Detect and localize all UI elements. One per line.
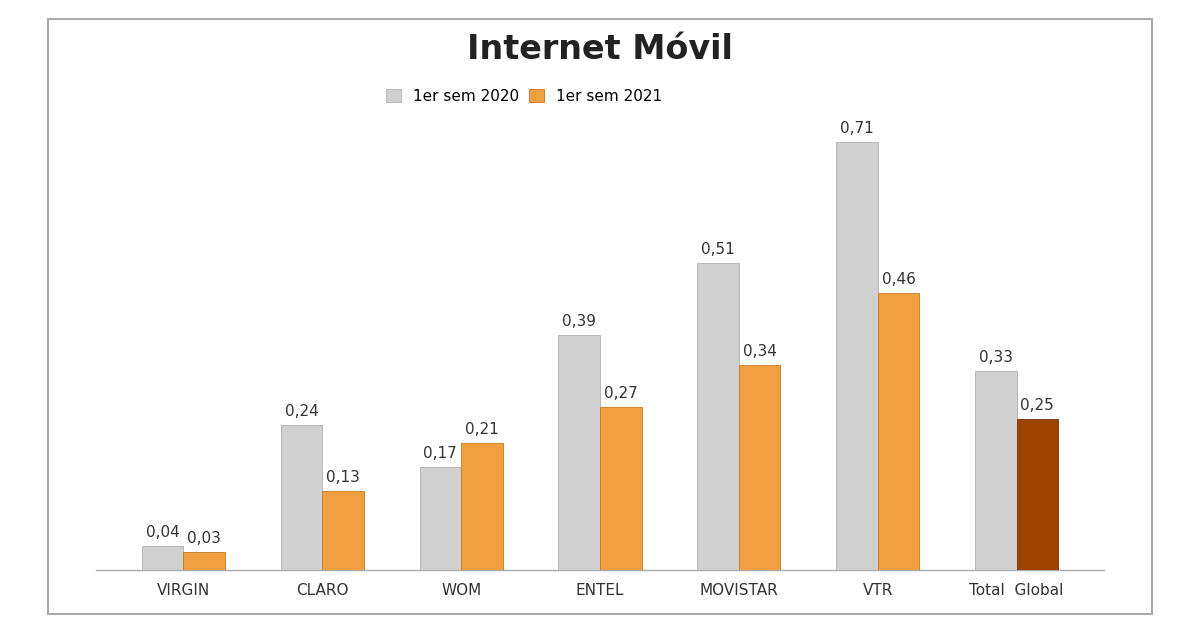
Text: 0,21: 0,21 (466, 422, 499, 437)
Text: 0,17: 0,17 (424, 446, 457, 461)
Bar (1016, 419, 1058, 570)
Bar (281, 425, 323, 570)
Text: 0,04: 0,04 (145, 525, 180, 539)
Text: 0,46: 0,46 (882, 272, 916, 287)
Bar (600, 407, 642, 570)
Bar (461, 443, 503, 570)
Bar (558, 335, 600, 570)
Bar (974, 371, 1016, 570)
Bar (142, 546, 184, 570)
Bar (739, 365, 780, 570)
Text: 0,27: 0,27 (604, 386, 637, 401)
Text: 0,39: 0,39 (562, 314, 596, 329)
Legend: 1er sem 2020, 1er sem 2021: 1er sem 2020, 1er sem 2021 (386, 89, 662, 104)
Title: Internet Móvil: Internet Móvil (467, 34, 733, 66)
Text: 0,34: 0,34 (743, 344, 776, 359)
Text: 0,03: 0,03 (187, 530, 221, 546)
Text: 0,71: 0,71 (840, 121, 874, 136)
Text: 0,13: 0,13 (326, 470, 360, 486)
Text: 0,24: 0,24 (284, 404, 318, 419)
Text: 0,51: 0,51 (701, 242, 734, 256)
Bar (836, 142, 877, 570)
Text: 0,33: 0,33 (979, 350, 1013, 365)
Bar (877, 292, 919, 570)
Text: 0,25: 0,25 (1020, 398, 1055, 413)
Bar (323, 491, 364, 570)
Bar (420, 467, 461, 570)
Bar (184, 551, 226, 570)
Bar (697, 263, 739, 570)
